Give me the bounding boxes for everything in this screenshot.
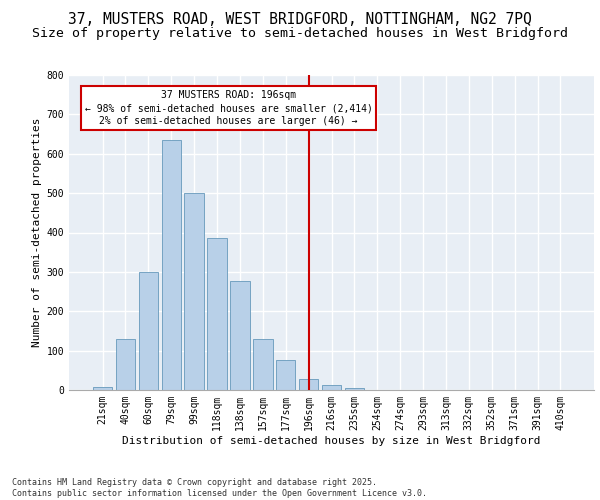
Y-axis label: Number of semi-detached properties: Number of semi-detached properties: [32, 118, 43, 347]
Bar: [93, 387, 112, 390]
Bar: [208, 238, 227, 390]
Text: Size of property relative to semi-detached houses in West Bridgford: Size of property relative to semi-detach…: [32, 28, 568, 40]
Text: 37 MUSTERS ROAD: 196sqm
← 98% of semi-detached houses are smaller (2,414)
2% of : 37 MUSTERS ROAD: 196sqm ← 98% of semi-de…: [85, 90, 373, 126]
Bar: [253, 339, 272, 390]
Bar: [276, 360, 295, 390]
Bar: [322, 385, 341, 390]
Bar: [230, 280, 250, 390]
Text: 37, MUSTERS ROAD, WEST BRIDGFORD, NOTTINGHAM, NG2 7PQ: 37, MUSTERS ROAD, WEST BRIDGFORD, NOTTIN…: [68, 12, 532, 28]
Bar: [344, 388, 364, 390]
Bar: [161, 140, 181, 390]
Bar: [184, 193, 204, 390]
X-axis label: Distribution of semi-detached houses by size in West Bridgford: Distribution of semi-detached houses by …: [122, 436, 541, 446]
Bar: [139, 272, 158, 390]
Text: Contains HM Land Registry data © Crown copyright and database right 2025.
Contai: Contains HM Land Registry data © Crown c…: [12, 478, 427, 498]
Bar: [116, 339, 135, 390]
Bar: [299, 379, 319, 390]
